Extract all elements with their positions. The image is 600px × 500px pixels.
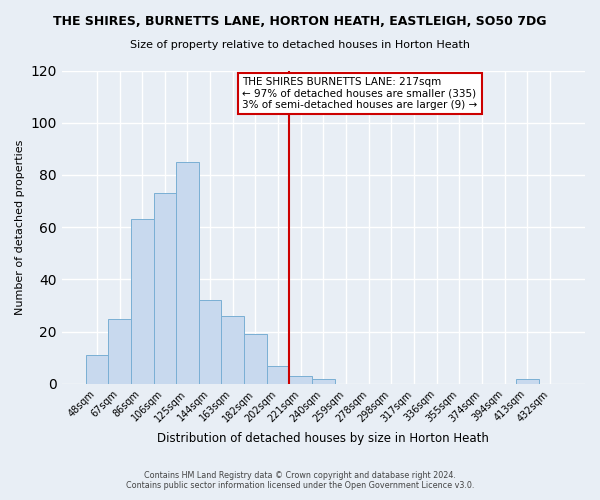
- Text: Contains HM Land Registry data © Crown copyright and database right 2024.
Contai: Contains HM Land Registry data © Crown c…: [126, 470, 474, 490]
- Y-axis label: Number of detached properties: Number of detached properties: [15, 140, 25, 315]
- Bar: [289, 376, 312, 384]
- Bar: [131, 220, 154, 384]
- Text: Size of property relative to detached houses in Horton Heath: Size of property relative to detached ho…: [130, 40, 470, 50]
- Bar: [176, 162, 199, 384]
- Bar: [267, 366, 289, 384]
- Bar: [199, 300, 221, 384]
- Text: THE SHIRES, BURNETTS LANE, HORTON HEATH, EASTLEIGH, SO50 7DG: THE SHIRES, BURNETTS LANE, HORTON HEATH,…: [53, 15, 547, 28]
- Bar: [312, 378, 335, 384]
- Bar: [221, 316, 244, 384]
- X-axis label: Distribution of detached houses by size in Horton Heath: Distribution of detached houses by size …: [157, 432, 490, 445]
- Text: THE SHIRES BURNETTS LANE: 217sqm
← 97% of detached houses are smaller (335)
3% o: THE SHIRES BURNETTS LANE: 217sqm ← 97% o…: [242, 77, 478, 110]
- Bar: [244, 334, 267, 384]
- Bar: [108, 318, 131, 384]
- Bar: [154, 193, 176, 384]
- Bar: [86, 355, 108, 384]
- Bar: [516, 378, 539, 384]
